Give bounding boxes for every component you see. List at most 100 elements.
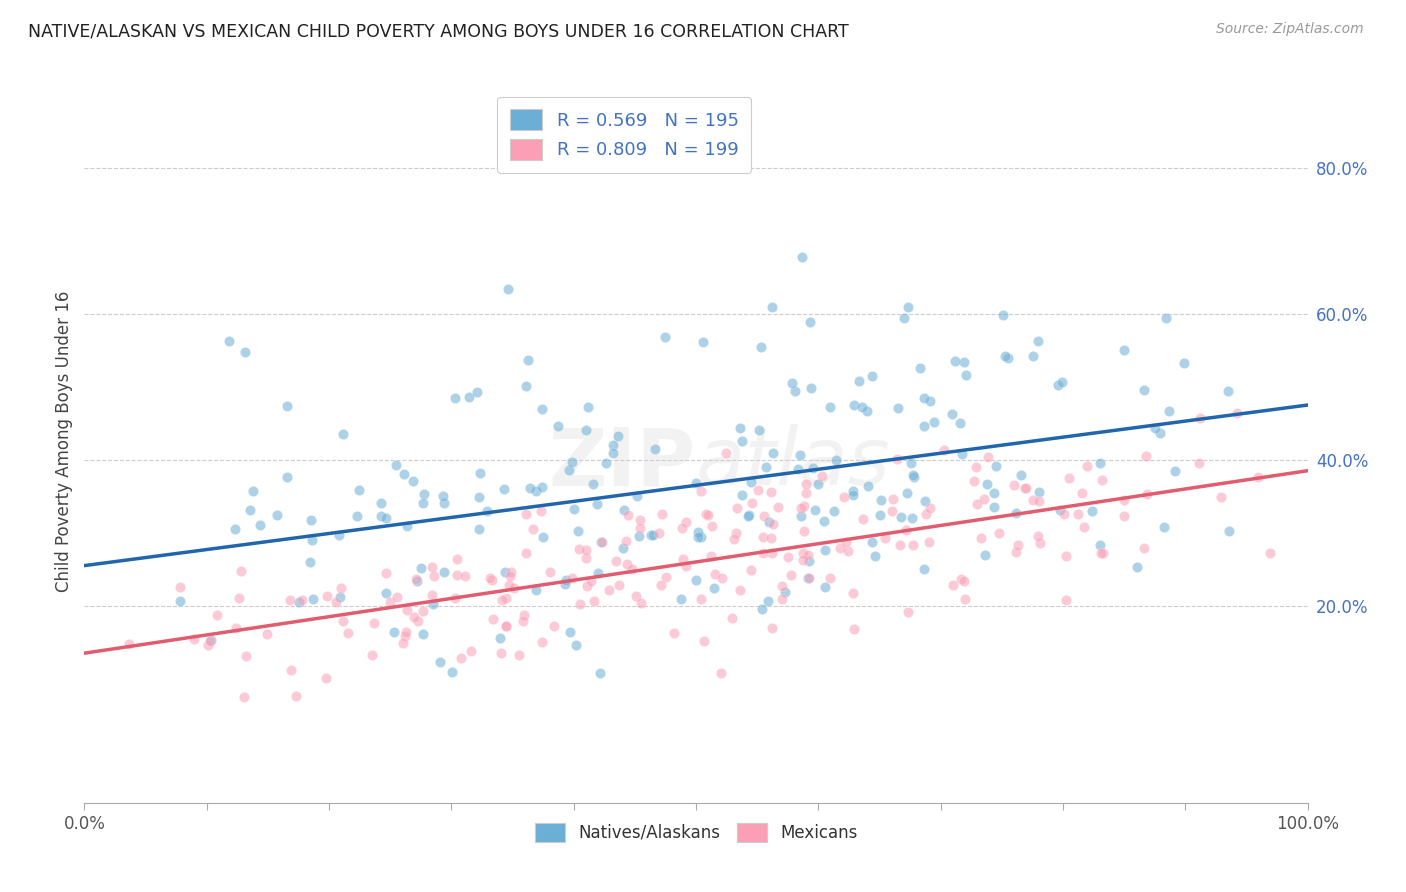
Mexicans — [228, 591, 250, 606]
Natives/Alaskans — [602, 438, 624, 452]
Mexicans — [530, 503, 553, 517]
Natives/Alaskans — [494, 482, 516, 496]
Natives/Alaskans — [1088, 456, 1111, 470]
Natives/Alaskans — [953, 355, 976, 369]
Mexicans — [406, 614, 429, 628]
Natives/Alaskans — [862, 534, 884, 549]
Natives/Alaskans — [524, 583, 547, 598]
Mexicans — [624, 589, 647, 603]
Natives/Alaskans — [349, 483, 371, 497]
Natives/Alaskans — [406, 574, 429, 588]
Natives/Alaskans — [737, 508, 759, 523]
Natives/Alaskans — [1081, 504, 1104, 518]
Natives/Alaskans — [412, 486, 434, 500]
Mexicans — [512, 615, 534, 629]
Natives/Alaskans — [955, 368, 977, 383]
Text: atlas: atlas — [696, 425, 891, 502]
Natives/Alaskans — [432, 496, 454, 510]
Mexicans — [953, 592, 976, 607]
Natives/Alaskans — [582, 477, 605, 491]
Natives/Alaskans — [224, 522, 246, 536]
Mexicans — [482, 612, 505, 626]
Mexicans — [770, 591, 793, 606]
Natives/Alaskans — [422, 597, 444, 611]
Natives/Alaskans — [890, 510, 912, 524]
Natives/Alaskans — [869, 508, 891, 522]
Mexicans — [915, 508, 938, 522]
Natives/Alaskans — [1028, 484, 1050, 499]
Natives/Alaskans — [547, 418, 569, 433]
Mexicans — [446, 552, 468, 566]
Natives/Alaskans — [276, 469, 298, 483]
Natives/Alaskans — [299, 555, 322, 569]
Mexicans — [1073, 520, 1095, 534]
Natives/Alaskans — [1090, 538, 1112, 552]
Natives/Alaskans — [396, 519, 419, 533]
Natives/Alaskans — [235, 344, 257, 359]
Natives/Alaskans — [893, 311, 915, 326]
Mexicans — [1067, 507, 1090, 521]
Natives/Alaskans — [1143, 421, 1166, 435]
Mexicans — [690, 483, 713, 498]
Natives/Alaskans — [606, 429, 628, 443]
Natives/Alaskans — [692, 334, 714, 349]
Mexicans — [495, 619, 517, 633]
Mexicans — [918, 535, 941, 549]
Mexicans — [918, 500, 941, 515]
Natives/Alaskans — [588, 665, 610, 680]
Natives/Alaskans — [301, 533, 323, 548]
Mexicans — [852, 511, 875, 525]
Natives/Alaskans — [496, 282, 519, 296]
Natives/Alaskans — [912, 562, 935, 576]
Natives/Alaskans — [394, 467, 416, 481]
Mexicans — [703, 567, 725, 582]
Mexicans — [740, 563, 762, 577]
Natives/Alaskans — [1114, 343, 1136, 358]
Mexicans — [696, 508, 718, 522]
Natives/Alaskans — [249, 518, 271, 533]
Natives/Alaskans — [382, 625, 405, 640]
Natives/Alaskans — [374, 511, 396, 525]
Mexicans — [723, 532, 745, 546]
Natives/Alaskans — [789, 448, 811, 462]
Mexicans — [650, 577, 672, 591]
Natives/Alaskans — [887, 401, 910, 415]
Mexicans — [942, 578, 965, 592]
Mexicans — [654, 569, 676, 583]
Mexicans — [315, 590, 337, 604]
Mexicans — [489, 646, 512, 660]
Mexicans — [628, 521, 651, 535]
Natives/Alaskans — [974, 548, 997, 562]
Natives/Alaskans — [1010, 468, 1032, 483]
Mexicans — [770, 579, 793, 593]
Natives/Alaskans — [554, 573, 576, 587]
Mexicans — [1052, 507, 1074, 521]
Natives/Alaskans — [756, 593, 779, 607]
Natives/Alaskans — [412, 496, 434, 510]
Natives/Alaskans — [654, 330, 676, 344]
Mexicans — [776, 550, 799, 565]
Mexicans — [752, 530, 775, 544]
Mexicans — [973, 491, 995, 506]
Mexicans — [450, 651, 472, 665]
Natives/Alaskans — [1022, 349, 1045, 363]
Natives/Alaskans — [842, 483, 865, 498]
Mexicans — [949, 573, 972, 587]
Mexicans — [794, 486, 817, 500]
Natives/Alaskans — [640, 527, 662, 541]
Natives/Alaskans — [685, 476, 707, 491]
Natives/Alaskans — [749, 340, 772, 354]
Natives/Alaskans — [554, 577, 576, 591]
Natives/Alaskans — [1126, 559, 1149, 574]
Natives/Alaskans — [797, 571, 820, 585]
Mexicans — [797, 570, 820, 584]
Natives/Alaskans — [789, 509, 811, 524]
Mexicans — [575, 543, 598, 558]
Mexicans — [873, 531, 896, 545]
Natives/Alaskans — [993, 308, 1015, 322]
Mexicans — [792, 553, 814, 567]
Mexicans — [721, 611, 744, 625]
Mexicans — [1136, 486, 1159, 500]
Mexicans — [695, 507, 717, 521]
Mexicans — [575, 550, 598, 565]
